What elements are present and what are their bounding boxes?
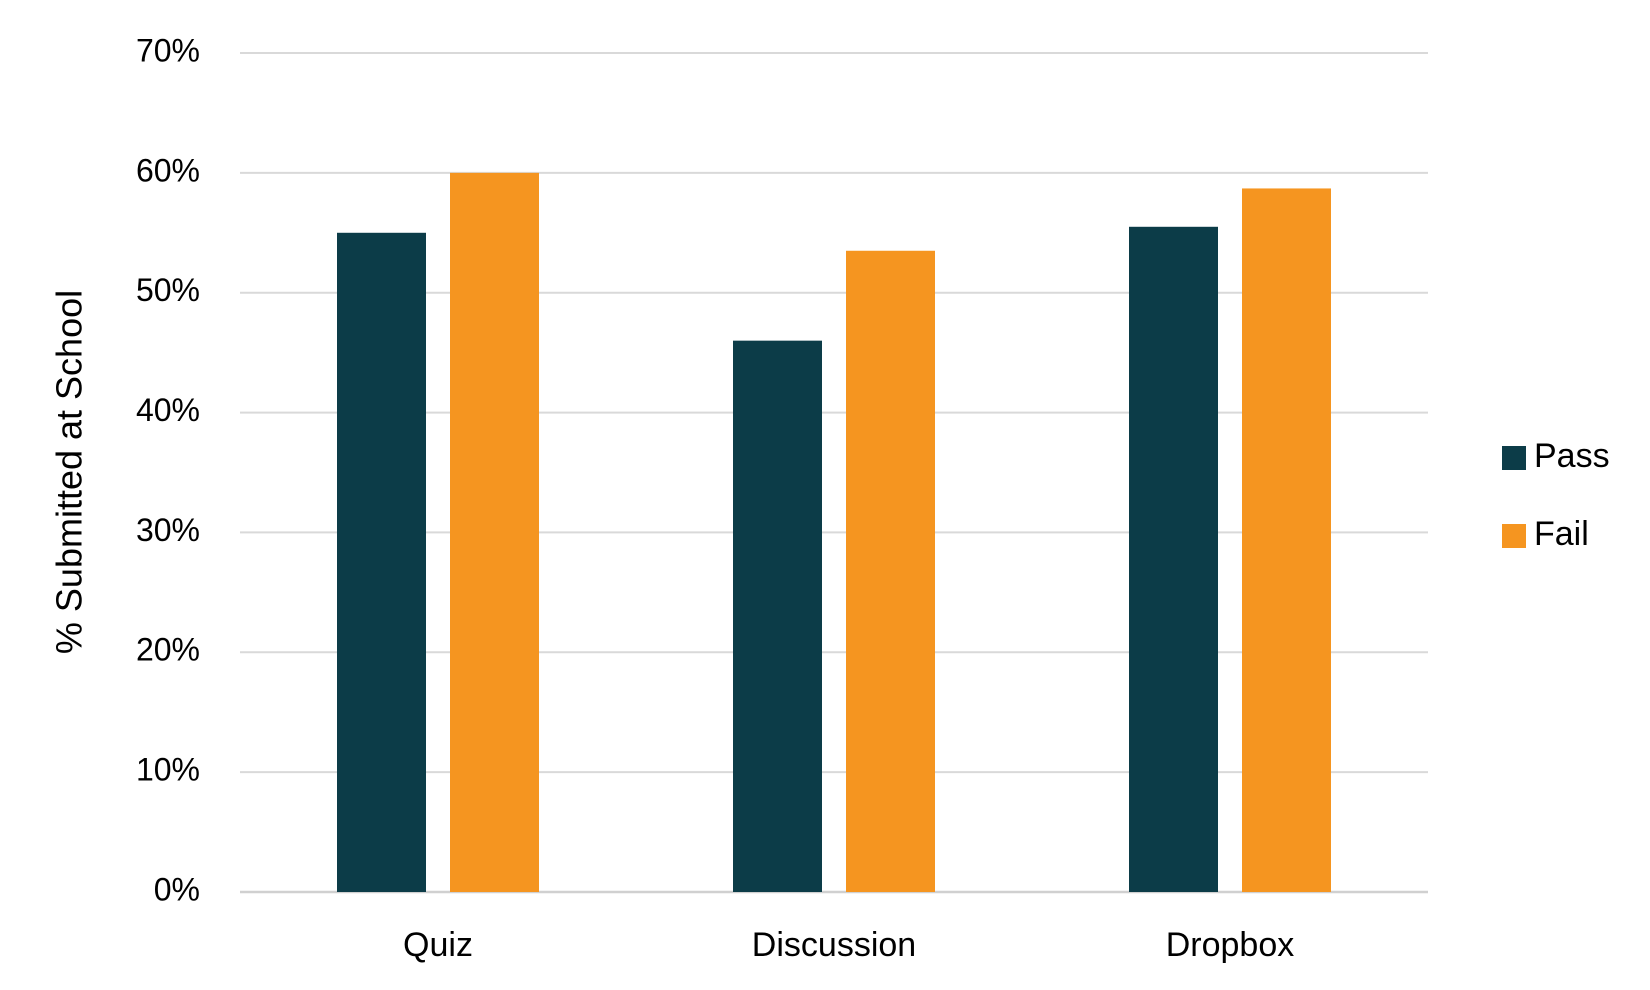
legend: Pass Fail [1502, 437, 1610, 553]
x-category-label: Dropbox [1166, 926, 1295, 964]
y-tick-label: 50% [136, 272, 200, 308]
bars [337, 172, 1331, 893]
y-axis-title: % Submitted at School [49, 290, 90, 654]
y-tick-label: 0% [154, 871, 200, 907]
y-tick-label: 30% [136, 512, 200, 548]
bar-pass-quiz [337, 232, 426, 893]
bar-fail-discussion [846, 250, 935, 892]
y-tick-label: 60% [136, 152, 200, 188]
x-category-label: Discussion [752, 926, 916, 964]
y-tick-label: 40% [136, 392, 200, 428]
legend-label-pass: Pass [1534, 437, 1610, 475]
y-tick-label: 10% [136, 752, 200, 788]
x-category-label: Quiz [403, 926, 473, 964]
x-axis-categories: Quiz Discussion Dropbox [403, 926, 1294, 964]
bar-pass-dropbox [1129, 226, 1218, 893]
y-tick-label: 70% [136, 32, 200, 68]
legend-swatch-fail [1502, 524, 1526, 548]
y-axis-ticks: 0% 10% 20% 30% 40% 50% 60% 70% [136, 32, 200, 907]
bar-fail-quiz [450, 172, 539, 892]
legend-label-fail: Fail [1534, 515, 1589, 553]
y-tick-label: 20% [136, 632, 200, 668]
bar-fail-dropbox [1242, 188, 1331, 892]
legend-swatch-pass [1502, 446, 1526, 470]
gridlines [240, 52, 1428, 894]
bar-pass-discussion [733, 340, 822, 893]
